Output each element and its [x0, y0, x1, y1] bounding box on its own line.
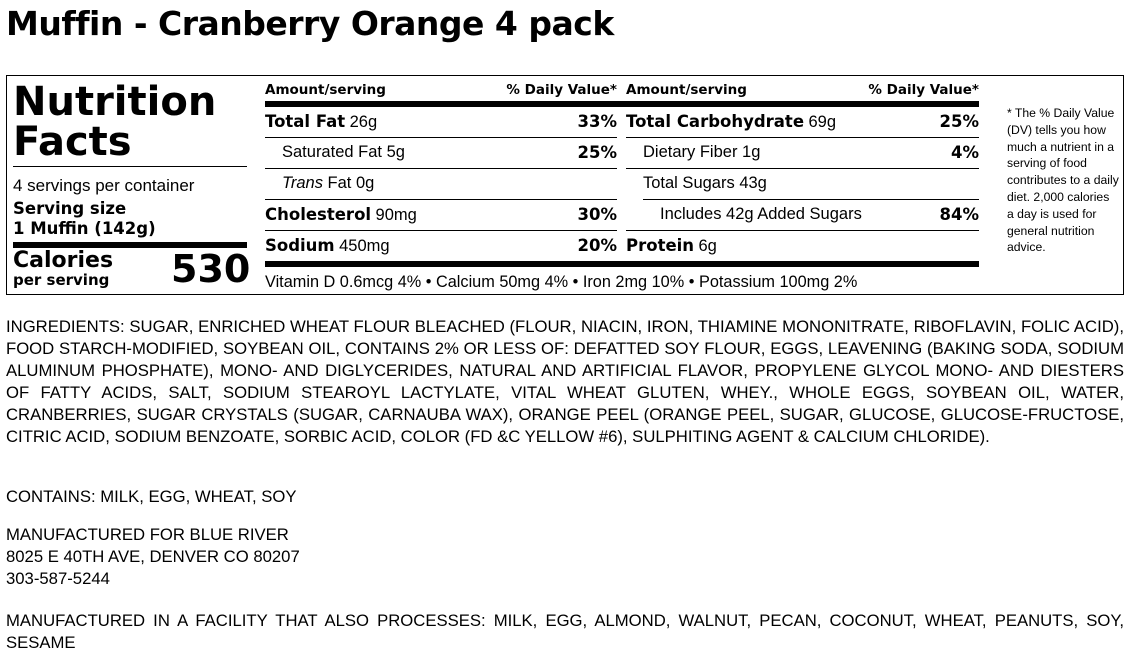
total-carbohydrate-label: Total Carbohydrate	[626, 112, 805, 131]
row-dietary-fiber: Dietary Fiber 1g	[643, 143, 760, 162]
col-amount-right: Amount/serving	[626, 82, 747, 98]
added-sugars-label: Includes 42g Added Sugars	[660, 205, 862, 223]
cholesterol-dv: 30%	[577, 205, 618, 224]
divider	[626, 168, 979, 169]
total-sugars-amount: 43g	[739, 174, 767, 192]
total-carbohydrate-amount: 69g	[808, 113, 836, 131]
total-fat-label: Total Fat	[265, 112, 346, 131]
cholesterol-label: Cholesterol	[265, 205, 372, 224]
manufacturer-block: MANUFACTURED FOR BLUE RIVER 8025 E 40TH …	[6, 524, 1124, 590]
serving-size-label: Serving size	[13, 199, 127, 218]
calories-value: 530	[171, 247, 251, 291]
saturated-fat-dv: 25%	[577, 143, 618, 162]
dietary-fiber-amount: 1g	[742, 143, 761, 161]
vitamins-minerals: Vitamin D 0.6mcg 4% • Calcium 50mg 4% • …	[265, 273, 858, 291]
product-title: Muffin - Cranberry Orange 4 pack	[6, 4, 614, 43]
nutrition-heading: Nutrition	[13, 79, 217, 125]
dietary-fiber-dv: 4%	[950, 143, 979, 162]
divider	[13, 166, 247, 167]
ingredients: INGREDIENTS: SUGAR, ENRICHED WHEAT FLOUR…	[6, 317, 1124, 446]
row-protein: Protein 6g	[626, 236, 717, 256]
sodium-label: Sodium	[265, 236, 335, 255]
divider	[265, 230, 617, 231]
manufacturer-phone: 303-587-5244	[6, 569, 110, 588]
divider	[265, 199, 617, 200]
facility-statement: MANUFACTURED IN A FACILITY THAT ALSO PRO…	[6, 611, 1124, 652]
allergen-contains: CONTAINS: MILK, EGG, WHEAT, SOY	[6, 487, 297, 506]
total-fat-dv: 33%	[577, 112, 618, 131]
dietary-fiber-label: Dietary Fiber	[643, 143, 738, 161]
row-cholesterol: Cholesterol 90mg	[265, 205, 417, 225]
total-fat-amount: 26g	[349, 113, 378, 131]
manufacturer-name: MANUFACTURED FOR BLUE RIVER	[6, 525, 289, 544]
row-total-fat: Total Fat 26g	[265, 112, 377, 132]
col-dv-left: % Daily Value*	[506, 82, 617, 98]
calories-label: Calories	[13, 248, 114, 273]
divider	[626, 230, 979, 231]
saturated-fat-amount: 5g	[386, 143, 405, 161]
total-carbohydrate-dv: 25%	[939, 112, 980, 131]
saturated-fat-label: Saturated Fat	[282, 143, 382, 161]
row-sodium: Sodium 450mg	[265, 236, 390, 256]
divider	[626, 137, 979, 138]
thick-divider	[13, 242, 247, 248]
servings-per-container: 4 servings per container	[13, 176, 195, 195]
col-amount-left: Amount/serving	[265, 82, 386, 98]
row-saturated-fat: Saturated Fat 5g	[282, 143, 405, 162]
divider	[265, 137, 617, 138]
manufacturer-address: 8025 E 40TH AVE, DENVER CO 80207	[6, 547, 300, 566]
sodium-amount: 450mg	[339, 237, 390, 255]
protein-amount: 6g	[698, 237, 717, 255]
sodium-dv: 20%	[577, 236, 618, 255]
row-added-sugars: Includes 42g Added Sugars	[660, 205, 862, 224]
row-total-carbohydrate: Total Carbohydrate 69g	[626, 112, 836, 132]
row-total-sugars: Total Sugars 43g	[643, 174, 767, 193]
trans-fat-amount: Fat 0g	[327, 174, 375, 192]
trans-label: Trans	[282, 174, 323, 192]
added-sugars-dv: 84%	[939, 205, 980, 224]
divider	[643, 199, 979, 200]
divider	[265, 168, 617, 169]
calories-per-serving: per serving	[13, 271, 110, 289]
vitamins-bar	[265, 261, 979, 267]
header-bar	[265, 101, 979, 107]
protein-label: Protein	[626, 236, 695, 255]
cholesterol-amount: 90mg	[375, 206, 417, 224]
nutrition-facts-label: Nutrition Facts 4 servings per container…	[6, 75, 1124, 295]
daily-value-footnote: * The % Daily Value (DV) tells you how m…	[1007, 106, 1119, 255]
row-trans-fat: Trans Fat 0g	[282, 174, 374, 193]
total-sugars-label: Total Sugars	[643, 174, 735, 192]
serving-size-value: 1 Muffin (142g)	[13, 219, 156, 238]
col-dv-right: % Daily Value*	[868, 82, 979, 98]
facts-heading: Facts	[13, 119, 132, 165]
